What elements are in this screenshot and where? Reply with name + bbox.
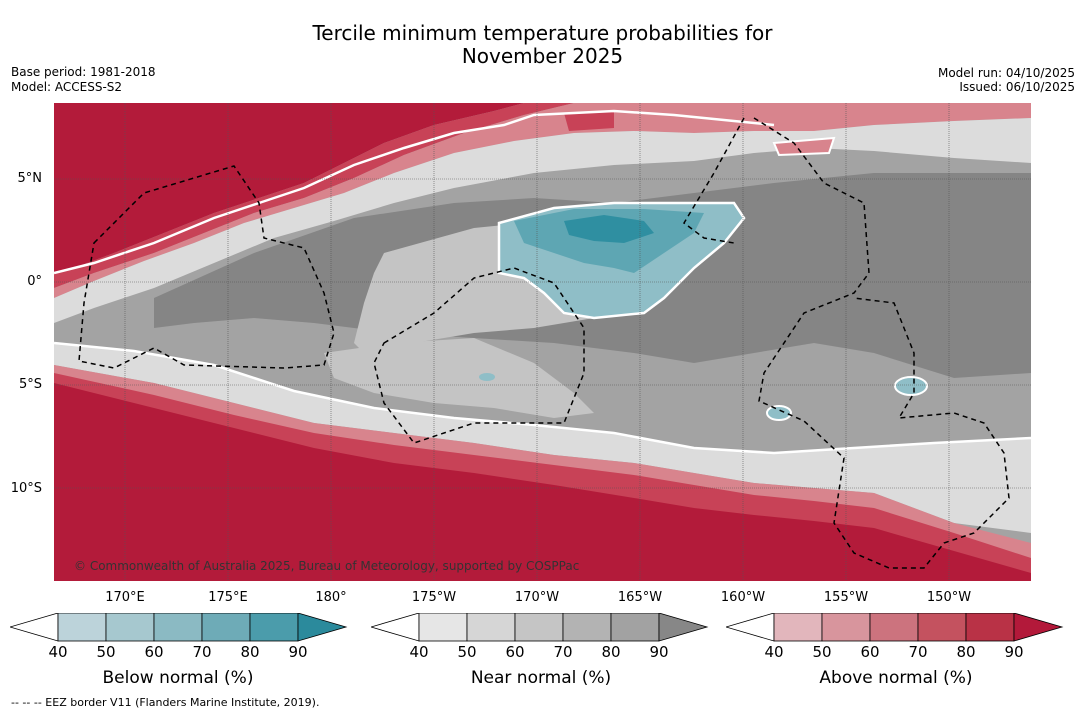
colorbar-near-label: Near normal (%): [470, 668, 612, 688]
colorbar-tick: 50: [812, 643, 832, 661]
base-period-text: Base period: 1981-2018: [11, 65, 156, 79]
eez-footnote: -- -- -- EEZ border V11 (Flanders Marine…: [11, 696, 320, 709]
model-run-text: Model run: 04/10/2025: [937, 66, 1075, 80]
colorbar-extend-high: [1013, 613, 1064, 642]
below-normal-dark: [564, 215, 654, 243]
colorbar-extend-low: [726, 613, 775, 642]
map-title-line2: November 2025: [461, 44, 624, 68]
colorbar-segment: [610, 613, 660, 642]
colorbar-tick: 40: [409, 643, 429, 661]
colorbar-extend-low: [371, 613, 420, 642]
south-boundary-line: [54, 341, 1031, 455]
issued-date-text: Issued: 06/10/2025: [959, 80, 1075, 94]
colorbar-segment: [917, 613, 967, 642]
below-normal-outline: [497, 201, 746, 320]
colorbar-tick: 40: [764, 643, 784, 661]
colorbar-segment: [201, 613, 251, 642]
colorbar-extend-high: [658, 613, 709, 642]
lon-label-180: 180°: [315, 590, 347, 605]
lon-label-150w: 150°W: [926, 590, 972, 605]
above-normal-patch-ne: [564, 111, 614, 131]
colorbar-segment: [821, 613, 871, 642]
colorbar-below: [10, 613, 348, 642]
colorbar-tick: 90: [649, 643, 669, 661]
colorbar-segment: [965, 613, 1015, 642]
map-gridlines: [54, 103, 1031, 581]
colorbar-tick: 60: [144, 643, 164, 661]
lon-label-170e: 170°E: [105, 590, 145, 605]
colorbar-segment: [249, 613, 299, 642]
lon-label-175e: 175°E: [208, 590, 248, 605]
colorbar-tick: 80: [601, 643, 621, 661]
colorbar-segment: [562, 613, 612, 642]
colorbar-segment: [773, 613, 823, 642]
colorbar-tick: 50: [457, 643, 477, 661]
above-normal-south-dark: [54, 383, 1031, 581]
colorbar-segment: [514, 613, 564, 642]
map-title-line1: Tercile minimum temperature probabilitie…: [312, 21, 773, 45]
lat-label-0: 0°: [27, 274, 42, 289]
probability-map: © Commonwealth of Australia 2025, Bureau…: [54, 103, 1031, 581]
colorbar-above-label: Above normal (%): [819, 668, 973, 688]
colorbar-tick: 80: [240, 643, 260, 661]
colorbar-tick: 70: [553, 643, 573, 661]
near-normal-light-south: [54, 343, 1031, 533]
below-normal-patch-center: [479, 373, 495, 381]
copyright-text: © Commonwealth of Australia 2025, Bureau…: [74, 559, 579, 573]
colorbar-near: [371, 613, 709, 642]
colorbar-below-label: Below normal (%): [102, 668, 254, 688]
colorbar-tick: 70: [908, 643, 928, 661]
lon-label-170w: 170°W: [514, 590, 560, 605]
lon-label-160w: 160°W: [720, 590, 766, 605]
lon-label-165w: 165°W: [617, 590, 663, 605]
colorbar-extend-high: [297, 613, 348, 642]
lat-label-5s: 5°S: [18, 377, 42, 392]
colorbar-segment: [57, 613, 107, 642]
above-normal-patch-ne2: [772, 136, 836, 157]
lon-label-155w: 155°W: [823, 590, 869, 605]
colorbar-tick: 80: [956, 643, 976, 661]
colorbar-tick: 60: [860, 643, 880, 661]
near-normal-center-2: [324, 338, 594, 418]
model-name-text: Model: ACCESS-S2: [11, 80, 123, 94]
colorbar-tick: 60: [505, 643, 525, 661]
colorbar-extend-low: [10, 613, 59, 642]
colorbar-segment: [869, 613, 919, 642]
colorbar-tick: 50: [96, 643, 116, 661]
colorbar-tick: 40: [48, 643, 68, 661]
lat-label-10s: 10°S: [10, 481, 42, 496]
lon-label-175w: 175°W: [411, 590, 457, 605]
colorbar-tick: 90: [288, 643, 308, 661]
below-normal-patch-east: [894, 376, 928, 396]
below-normal-patch-se: [766, 405, 792, 421]
colorbar-segment: [105, 613, 155, 642]
colorbar-tick: 90: [1004, 643, 1024, 661]
lat-label-5n: 5°N: [17, 171, 43, 186]
colorbar-segment: [153, 613, 203, 642]
colorbar-segment: [418, 613, 468, 642]
eez-borders: [78, 117, 1010, 569]
colorbar-above: [726, 613, 1064, 642]
north-boundary-line: [54, 109, 775, 275]
near-normal-light-north: [54, 118, 1031, 323]
colorbar-tick: 70: [192, 643, 212, 661]
colorbar-segment: [466, 613, 516, 642]
